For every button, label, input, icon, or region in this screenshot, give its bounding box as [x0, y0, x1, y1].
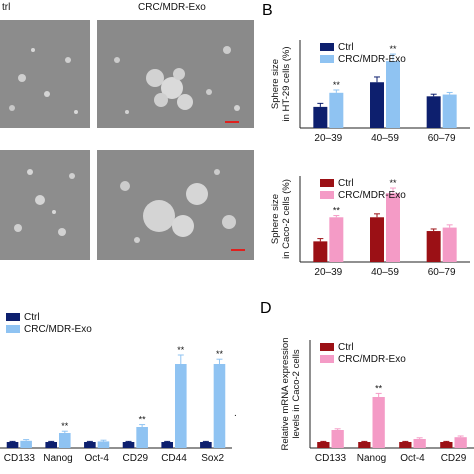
panel-b-letter: B — [262, 2, 273, 19]
legend-swatch — [320, 191, 334, 199]
significance-mark: ** — [375, 383, 383, 393]
y-axis-label: Sphere size — [270, 59, 281, 109]
significance-mark: ** — [333, 80, 341, 90]
legend-swatch — [320, 43, 334, 51]
x-tick-label: Nanog — [357, 453, 386, 464]
bar — [442, 94, 457, 128]
bar — [370, 82, 384, 128]
x-tick-label: CD29 — [441, 453, 467, 464]
significance-mark: ** — [389, 178, 397, 188]
significance-mark: ** — [177, 345, 185, 355]
bar — [386, 61, 400, 129]
bar — [413, 439, 426, 448]
legend-swatch — [320, 355, 334, 363]
bar — [45, 442, 57, 448]
significance-mark: ** — [389, 44, 397, 54]
bar — [175, 364, 187, 448]
micrograph-caco2-exo — [97, 150, 254, 260]
significance-mark: ** — [139, 415, 147, 425]
significance-mark: ** — [333, 206, 341, 216]
bar — [20, 440, 32, 448]
bar — [59, 433, 71, 448]
x-tick-label: CD133 — [315, 453, 347, 464]
bar — [358, 442, 371, 448]
bar — [122, 442, 135, 448]
x-tick-label: Nanog — [43, 453, 72, 464]
bar — [399, 442, 412, 448]
bar — [331, 430, 344, 448]
legend-label: CRC/MDR-Exo — [338, 54, 406, 65]
bar — [313, 241, 328, 262]
legend-label: Ctrl — [338, 342, 354, 353]
panel-d-letter: D — [260, 300, 272, 317]
panel-a-ctrl-label: trl — [2, 2, 11, 13]
stray-dot: . — [234, 408, 237, 419]
legend-swatch — [320, 179, 334, 187]
bar — [97, 441, 110, 448]
y-axis-label: Relative mRNA expression — [280, 338, 291, 451]
significance-mark: ** — [216, 349, 224, 359]
x-tick-label: 60–79 — [428, 267, 456, 278]
y-axis-label: Sphere size — [270, 194, 281, 244]
legend-label: Ctrl — [338, 178, 354, 189]
bar — [442, 227, 457, 262]
bar — [370, 217, 384, 262]
bar — [386, 193, 400, 262]
x-tick-label: 40–59 — [371, 267, 399, 278]
legend-swatch — [320, 55, 334, 63]
micrograph-ht29-exo — [97, 20, 254, 128]
x-tick-label: CD133 — [4, 453, 36, 464]
bar — [329, 92, 344, 128]
panel-a-exo-label: CRC/MDR-Exo — [138, 2, 206, 13]
bar — [213, 364, 226, 448]
x-tick-label: 20–39 — [314, 133, 342, 144]
bar — [454, 437, 467, 448]
legend-label: CRC/MDR-Exo — [338, 190, 406, 201]
bar — [372, 397, 385, 448]
bar — [6, 442, 19, 448]
significance-mark: ** — [61, 421, 69, 431]
x-tick-label: 60–79 — [428, 133, 456, 144]
x-tick-label: CD29 — [123, 453, 149, 464]
bar — [84, 442, 96, 448]
y-axis-label: in HT-29 cells (%) — [281, 47, 292, 122]
legend-swatch — [320, 343, 334, 351]
legend-label: CRC/MDR-Exo — [338, 354, 406, 365]
micrograph-caco2-ctrl — [0, 150, 90, 260]
x-tick-label: 20–39 — [314, 267, 342, 278]
y-axis-label: levels in Caco-2 cells — [291, 349, 302, 438]
x-tick-label: CD44 — [161, 453, 187, 464]
bar — [426, 231, 441, 262]
micrograph-ht29-ctrl — [0, 20, 90, 128]
legend-swatch — [6, 313, 20, 321]
x-tick-label: Oct-4 — [84, 453, 109, 464]
bar — [200, 442, 212, 448]
legend-swatch — [6, 325, 20, 333]
legend-label: CRC/MDR-Exo — [24, 324, 92, 335]
x-tick-label: Oct-4 — [400, 453, 425, 464]
bar — [329, 217, 344, 262]
x-tick-label: Sox2 — [201, 453, 224, 464]
bar — [426, 96, 441, 128]
legend-label: Ctrl — [24, 312, 40, 323]
bar — [313, 106, 328, 128]
bar — [317, 442, 330, 448]
bar — [440, 442, 453, 448]
x-tick-label: 40–59 — [371, 133, 399, 144]
bar — [161, 442, 173, 448]
y-axis-label: in Caco-2 cells (%) — [281, 179, 292, 259]
bar — [136, 427, 148, 448]
legend-label: Ctrl — [338, 42, 354, 53]
